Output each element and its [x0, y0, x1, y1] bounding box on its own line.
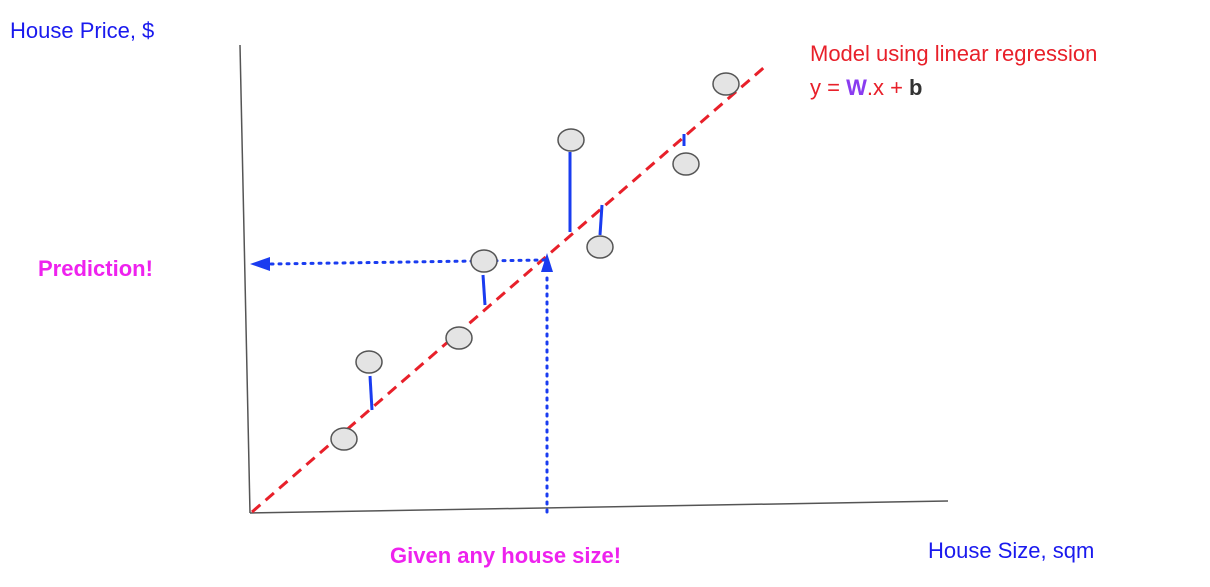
data-point: [672, 152, 700, 176]
y-axis-label: House Price, $: [10, 18, 155, 43]
x-axis-label: House Size, sqm: [928, 538, 1095, 563]
horizontal-guide-arrowhead: [250, 257, 270, 271]
formula-middle-part: .x +: [866, 75, 910, 100]
formula-bias: b: [909, 75, 923, 100]
y-axis-line: [239, 44, 251, 514]
model-title: Model using linear regression: [810, 41, 1098, 66]
prediction-label: Prediction!: [38, 256, 153, 281]
data-point: [355, 350, 383, 374]
residual-segment: [481, 274, 487, 306]
horizontal-guide-line: [268, 258, 547, 266]
residual-segment: [368, 375, 374, 411]
vertical-guide-arrowhead: [541, 253, 553, 272]
residual-segment: [598, 204, 604, 236]
model-formula: y = W.x + b: [810, 77, 922, 99]
data-point: [330, 427, 358, 451]
data-point: [445, 326, 473, 350]
given-house-size-label: Given any house size!: [390, 543, 622, 568]
data-point: [557, 128, 585, 152]
regression-line: [251, 62, 769, 514]
residual-segments: [368, 134, 686, 411]
data-point: [470, 249, 498, 273]
formula-weight: W: [846, 75, 867, 100]
data-points: [330, 72, 740, 451]
x-axis-line: [249, 500, 949, 514]
data-point: [712, 72, 740, 96]
data-point: [586, 235, 614, 259]
formula-y-part: y =: [810, 75, 847, 100]
